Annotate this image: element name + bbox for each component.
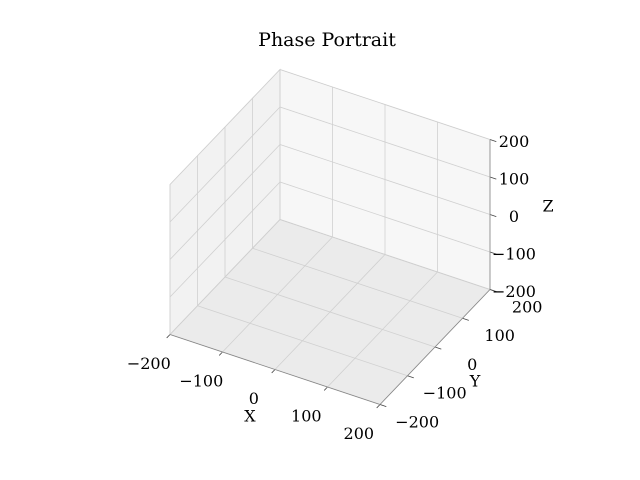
grid-line <box>252 247 463 319</box>
grid-line <box>169 69 281 185</box>
y-tick-label: −200 <box>395 412 439 431</box>
grid-line <box>279 69 491 140</box>
x-tick-label: 100 <box>291 406 322 425</box>
tick-mark <box>489 251 497 255</box>
tick-mark <box>489 139 497 142</box>
y-tick-label: 100 <box>484 326 515 345</box>
z-tick-label: 100 <box>499 170 530 189</box>
x-tick-label: −200 <box>127 354 171 373</box>
tick-mark <box>271 369 276 374</box>
y-tick-label: −100 <box>423 384 467 403</box>
grid-line <box>279 144 491 215</box>
z-tick-label: −100 <box>492 245 536 264</box>
y-tick-label: 200 <box>512 297 543 316</box>
panes <box>166 68 497 409</box>
tick-mark <box>323 386 328 391</box>
tick-mark <box>434 346 442 350</box>
tick-mark <box>376 404 381 409</box>
tick-mark <box>489 289 497 292</box>
tick-mark <box>489 176 497 180</box>
tick-mark <box>489 214 497 217</box>
tick-mark <box>218 351 223 356</box>
grid-line <box>197 305 408 377</box>
grid-line <box>279 181 491 253</box>
z-tick-label: 0 <box>509 207 519 226</box>
grid-line <box>169 106 281 223</box>
z-tick-label: −200 <box>492 282 536 301</box>
tick-mark <box>166 334 171 339</box>
tick-mark <box>462 317 469 321</box>
z-tick-label: 200 <box>499 132 530 151</box>
grid-line <box>279 219 491 290</box>
y-axis-label: Y <box>469 372 481 391</box>
grid-line <box>279 106 491 178</box>
grid-line <box>169 181 281 298</box>
x-tick-label: 200 <box>344 424 375 443</box>
tick-mark <box>407 375 414 379</box>
axis-line <box>379 289 491 405</box>
grid-line <box>169 144 281 260</box>
y-tick-label: 0 <box>467 355 477 374</box>
z-axis-label: Z <box>542 197 553 216</box>
x-tick-label: 0 <box>249 389 259 408</box>
grid-line <box>169 219 281 335</box>
tick-mark <box>379 404 387 407</box>
chart-title: Phase Portrait <box>258 29 396 51</box>
x-tick-label: −100 <box>179 371 223 390</box>
axis-line <box>169 334 381 405</box>
grid-line <box>224 276 436 348</box>
x-axis-label: X <box>244 407 256 426</box>
